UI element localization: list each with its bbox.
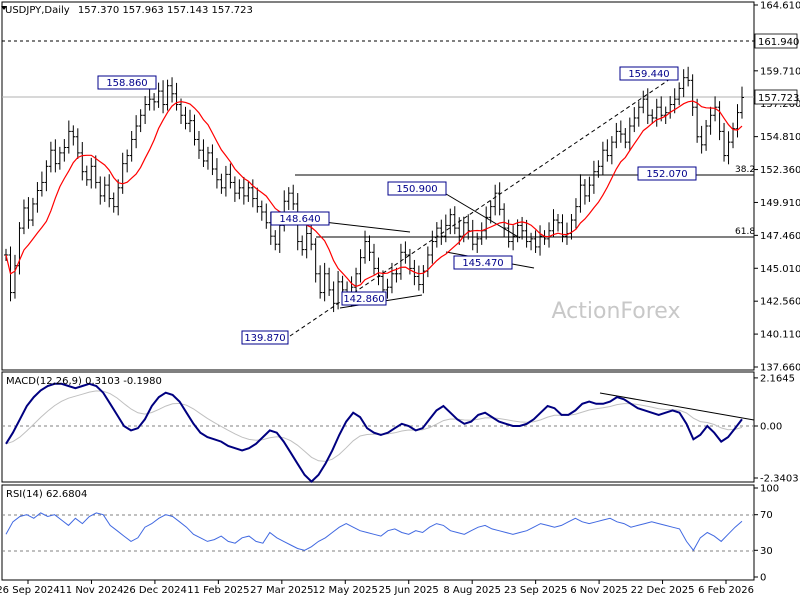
time-tick-label: 6 Feb 2026 — [698, 585, 754, 596]
rsi-tick-label: 100 — [760, 484, 779, 495]
label-148640: 148.640 — [279, 214, 320, 225]
time-tick-label: 25 Jun 2025 — [379, 585, 439, 596]
price-tick-label: 140.110 — [760, 330, 800, 341]
macd-title: MACD(12,26,9) 0.3103 -0.1980 — [6, 376, 162, 387]
price-tick-label: 157.260 — [760, 99, 800, 110]
chevron-down-icon[interactable] — [1, 6, 7, 10]
time-tick-label: 23 Sep 2025 — [504, 585, 567, 596]
price-tick-label: 154.810 — [760, 132, 800, 143]
macd-trendline — [599, 392, 755, 421]
rsi-panel — [1, 484, 755, 581]
time-tick-label: 26 Sep 2024 — [0, 585, 60, 596]
macd-axis: 2.1645 0.00 -2.3403 — [754, 373, 799, 485]
level-161-label: 161.940 — [758, 37, 799, 48]
price-tick-label: 149.910 — [760, 198, 800, 209]
time-tick-label: 8 Aug 2025 — [443, 585, 501, 596]
label-159440: 159.440 — [628, 69, 669, 80]
label-145470: 145.470 — [462, 258, 503, 269]
time-tick-label: 11 Nov 2024 — [59, 585, 123, 596]
signal-line — [5, 390, 743, 462]
chart-title: USDJPY,Daily 157.370 157.963 157.143 157… — [5, 5, 253, 16]
level-labels: 158.860 159.440 152.070 150.900 145.470 … — [97, 66, 755, 345]
label-150900: 150.900 — [396, 184, 437, 195]
time-tick-label: 12 May 2025 — [313, 585, 378, 596]
moving-average-line — [5, 100, 743, 288]
price-tick-label: 147.460 — [760, 231, 800, 242]
price-tick-label: 137.660 — [760, 363, 800, 374]
rsi-tick-label: 0 — [760, 573, 766, 584]
price-tick-label: 164.610 — [760, 1, 800, 12]
time-axis: 26 Sep 2024 11 Nov 2024 26 Dec 2024 11 Feb … — [0, 580, 754, 596]
rsi-tick-label: 70 — [760, 510, 773, 521]
ohlc-values: 157.370 157.963 157.143 157.723 — [78, 5, 253, 16]
label-139870: 139.870 — [244, 333, 285, 344]
time-tick-label: 27 Mar 2025 — [250, 585, 313, 596]
price-panel — [1, 1, 755, 371]
time-tick-label: 22 Dec 2025 — [631, 585, 695, 596]
symbol-timeframe: USDJPY,Daily — [5, 5, 70, 16]
macd-tick-label: 2.1645 — [760, 373, 795, 384]
rsi-tick-label: 30 — [760, 546, 773, 557]
macd-line — [5, 382, 743, 483]
label-152070: 152.070 — [646, 169, 687, 180]
price-bars — [4, 66, 744, 313]
time-tick-label: 11 Feb 2025 — [187, 585, 249, 596]
macd-tick-label: 0.00 — [760, 422, 782, 433]
macd-tick-label: -2.3403 — [760, 474, 799, 485]
price-tick-label: 145.010 — [760, 264, 800, 275]
watermark: ActionForex — [552, 299, 681, 324]
macd-panel — [1, 371, 755, 483]
price-axis: 164.610 159.710 157.260 154.810 152.360 149.9… — [754, 1, 800, 374]
price-tick-label: 142.560 — [760, 297, 800, 308]
current-price-label: 157.723 — [758, 93, 799, 104]
rsi-line — [5, 512, 743, 552]
fib-618-label: 61.8 — [735, 227, 755, 237]
label-142860: 142.860 — [343, 294, 384, 305]
wedge-upper-line — [435, 187, 521, 239]
rsi-axis: 100 70 30 0 — [754, 484, 779, 584]
time-tick-label: 6 Nov 2025 — [570, 585, 628, 596]
time-tick-label: 26 Dec 2024 — [123, 585, 187, 596]
rsi-title: RSI(14) 62.6804 — [6, 489, 87, 500]
price-tick-label: 159.710 — [760, 66, 800, 77]
price-tick-label: 152.360 — [760, 165, 800, 176]
fib-382-label: 38.2 — [735, 165, 755, 175]
label-158860: 158.860 — [106, 78, 147, 89]
